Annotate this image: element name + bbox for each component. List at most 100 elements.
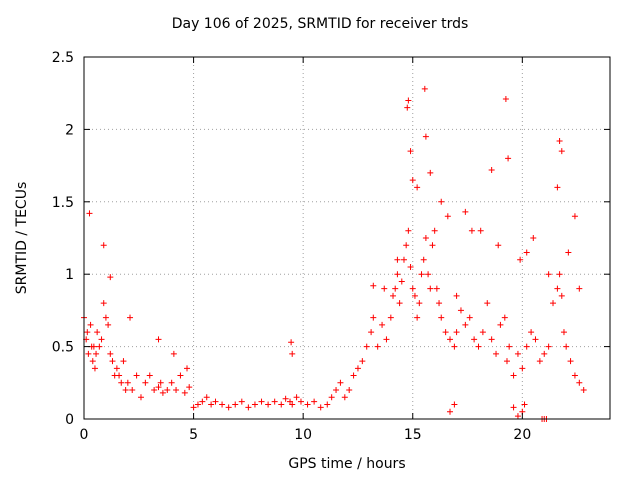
data-point	[271, 398, 278, 405]
data-point	[523, 249, 530, 256]
data-point	[436, 300, 443, 307]
data-point	[341, 394, 348, 401]
data-point	[190, 404, 197, 411]
data-point	[203, 394, 210, 401]
data-point	[155, 336, 162, 343]
data-point	[394, 271, 401, 278]
data-point	[333, 387, 340, 394]
data-point	[288, 339, 295, 346]
data-point	[324, 401, 331, 408]
data-point	[521, 401, 528, 408]
data-point	[517, 256, 524, 263]
data-point	[462, 208, 469, 215]
y-tick-label: 0	[65, 412, 74, 428]
data-point	[89, 358, 96, 365]
data-point	[505, 155, 512, 162]
x-tick-label: 10	[294, 427, 312, 443]
data-point	[394, 256, 401, 263]
data-point	[396, 300, 403, 307]
data-point	[96, 343, 103, 350]
data-point	[560, 329, 567, 336]
x-tick-label: 0	[80, 427, 89, 443]
data-point	[545, 271, 552, 278]
data-point	[414, 314, 421, 321]
data-point	[556, 137, 563, 144]
data-point	[503, 358, 510, 365]
data-point	[398, 278, 405, 285]
data-point	[346, 387, 353, 394]
data-point	[477, 227, 484, 234]
data-point	[116, 372, 123, 379]
data-point	[420, 256, 427, 263]
data-point	[113, 365, 120, 372]
data-point	[282, 395, 289, 402]
data-point	[289, 401, 296, 408]
data-point	[311, 398, 318, 405]
data-point	[105, 321, 112, 328]
data-point	[444, 213, 451, 220]
data-point	[100, 242, 107, 249]
data-point	[317, 404, 324, 411]
data-point	[404, 104, 411, 111]
data-point	[495, 242, 502, 249]
data-point	[466, 314, 473, 321]
data-point	[447, 336, 454, 343]
data-point	[219, 401, 226, 408]
data-point	[177, 372, 184, 379]
data-point	[565, 249, 572, 256]
data-point	[363, 343, 370, 350]
data-point	[438, 314, 445, 321]
data-point	[442, 329, 449, 336]
data-point	[422, 235, 429, 241]
data-point	[411, 292, 418, 299]
data-point	[501, 314, 508, 321]
data-point	[94, 329, 101, 336]
data-point	[438, 198, 445, 205]
data-point	[184, 365, 191, 372]
data-point	[536, 358, 543, 365]
data-point	[488, 166, 495, 173]
data-point	[530, 235, 537, 241]
data-point	[170, 350, 177, 357]
data-point	[405, 97, 412, 104]
data-point	[451, 343, 458, 350]
data-point	[576, 285, 583, 292]
data-point	[510, 404, 517, 411]
data-point	[532, 336, 539, 343]
data-point	[554, 285, 561, 292]
data-point	[133, 372, 140, 379]
data-point	[447, 408, 454, 415]
data-point	[567, 358, 574, 365]
data-point	[563, 343, 570, 350]
data-point	[407, 148, 414, 155]
y-tick-label: 1	[65, 267, 74, 283]
data-point	[129, 387, 136, 394]
data-point	[194, 401, 201, 408]
y-tick-label: 0.5	[52, 340, 74, 356]
data-point	[155, 384, 162, 391]
data-point	[409, 285, 416, 292]
data-point	[493, 350, 500, 357]
data-point	[514, 413, 521, 420]
data-point	[337, 379, 344, 386]
data-point	[421, 85, 428, 92]
data-point	[208, 401, 215, 408]
data-point	[580, 387, 587, 394]
data-point	[225, 404, 232, 411]
data-point	[127, 314, 134, 321]
data-point	[232, 401, 239, 408]
data-point	[519, 365, 526, 372]
data-point	[457, 307, 464, 314]
data-point	[427, 285, 434, 292]
data-point	[468, 227, 475, 234]
data-point	[451, 401, 458, 408]
data-point	[251, 401, 258, 408]
data-point	[484, 300, 491, 307]
data-point	[558, 148, 565, 155]
data-point	[407, 263, 414, 270]
data-point	[374, 343, 381, 350]
data-point	[471, 336, 478, 343]
data-point	[506, 343, 513, 350]
data-point	[554, 184, 561, 191]
data-point	[418, 271, 425, 278]
